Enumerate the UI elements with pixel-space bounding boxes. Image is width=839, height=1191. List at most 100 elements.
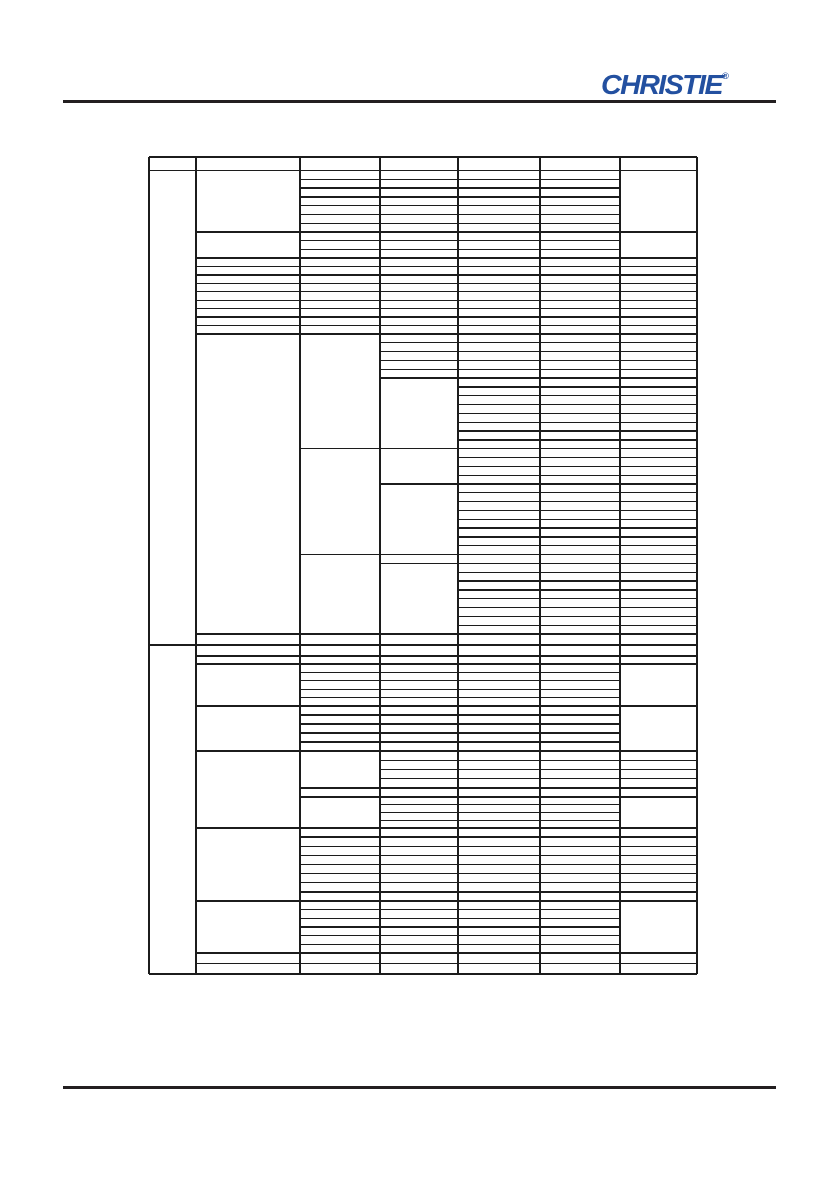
table-line-h [300, 448, 697, 450]
table-line-h [458, 598, 697, 600]
table-line-h [300, 213, 620, 216]
christie-logo: CHRISTIE® [601, 62, 767, 99]
table-line-h [300, 854, 697, 857]
table-line-h [300, 917, 620, 919]
registered-trademark-icon: ® [721, 71, 729, 81]
table-line-h [458, 456, 697, 459]
table-line-h [300, 836, 697, 838]
table-line-h [300, 723, 620, 725]
table-line-h [380, 368, 697, 370]
table-line-h [380, 819, 620, 821]
table-line-h [196, 231, 697, 233]
table-line-h [458, 518, 697, 520]
table-line-h [300, 240, 620, 242]
table-line-h [380, 811, 620, 814]
table-line-h [149, 169, 697, 172]
table-line-h [300, 796, 697, 798]
table-line-h [196, 962, 697, 965]
table-line-h [196, 750, 697, 752]
table-line-h [458, 439, 697, 441]
table-line-h [300, 909, 620, 911]
table-line-h [380, 562, 697, 565]
christie-logo-text: CHRISTIE [601, 69, 724, 100]
table-line-h [458, 395, 697, 397]
table-line-h [300, 863, 697, 866]
table-line-h [300, 882, 697, 884]
table-line-h [300, 187, 620, 189]
table-line-v [195, 157, 197, 974]
table-line-h [196, 316, 697, 318]
table-line-h [458, 492, 697, 494]
table-line-h [196, 827, 697, 829]
table-line-h [300, 671, 620, 674]
table-line-h [458, 403, 697, 406]
table-line-h [196, 265, 697, 268]
table-line-h [196, 952, 697, 954]
table-line-h [458, 500, 697, 503]
table-line-h [149, 643, 697, 647]
table-line-h [380, 804, 620, 806]
table-line-h [380, 377, 697, 379]
table-line-h [196, 705, 697, 707]
table-line-h [300, 872, 697, 875]
table-line-h [300, 787, 697, 789]
table-line-h [458, 589, 697, 591]
table-line-h [458, 624, 697, 626]
table-line-h [149, 972, 697, 976]
table-line-h [458, 606, 697, 609]
table-line-h [458, 545, 697, 547]
table-line-h [458, 386, 697, 388]
table-line-h [300, 196, 620, 198]
table-line-h [300, 845, 697, 847]
table-line-h [300, 688, 620, 690]
table-line-h [300, 935, 620, 937]
table-line-h [300, 680, 620, 682]
table-line-h [300, 222, 620, 224]
table-line-h [458, 571, 697, 573]
table-line-h [300, 204, 620, 207]
table-line-h [380, 483, 697, 485]
table-line-h [196, 291, 697, 293]
table-line-h [380, 342, 697, 344]
table-line-h [380, 359, 697, 362]
table-line-h [300, 741, 620, 743]
table-line-h [196, 274, 697, 276]
table-line-h [458, 509, 697, 512]
table-line-h [458, 580, 697, 582]
table-line-v [379, 157, 381, 974]
table-line-h [380, 350, 697, 353]
table-line-h [300, 732, 620, 734]
table-line-h [196, 900, 697, 902]
table-line-h [196, 333, 697, 335]
table-line-h [300, 178, 620, 180]
table-line-v [695, 157, 699, 974]
table-line-h [196, 655, 697, 657]
table-line-h [458, 527, 697, 529]
table-line-h [300, 714, 620, 716]
table-line-h [300, 943, 620, 945]
table-line-h [196, 282, 697, 284]
table-line-v [539, 157, 541, 974]
table-line-h [300, 553, 697, 556]
table-line-h [196, 663, 697, 665]
table-line-h [149, 155, 697, 159]
header-rule [63, 100, 776, 103]
table-line-h [380, 759, 697, 761]
table-line-h [196, 324, 697, 327]
table-line-v [299, 157, 301, 974]
table-line-h [196, 257, 697, 259]
table-line-h [196, 299, 697, 301]
table-line-h [458, 474, 697, 476]
table-line-v [147, 157, 151, 974]
table-line-h [300, 891, 697, 893]
table-line-h [380, 778, 697, 780]
table-line-h [458, 536, 697, 538]
table-line-h [300, 248, 620, 250]
table-line-h [458, 465, 697, 468]
table-line-h [196, 308, 697, 310]
table-line-h [196, 633, 697, 635]
table-line-h [458, 412, 697, 415]
table-line-v [457, 157, 459, 974]
